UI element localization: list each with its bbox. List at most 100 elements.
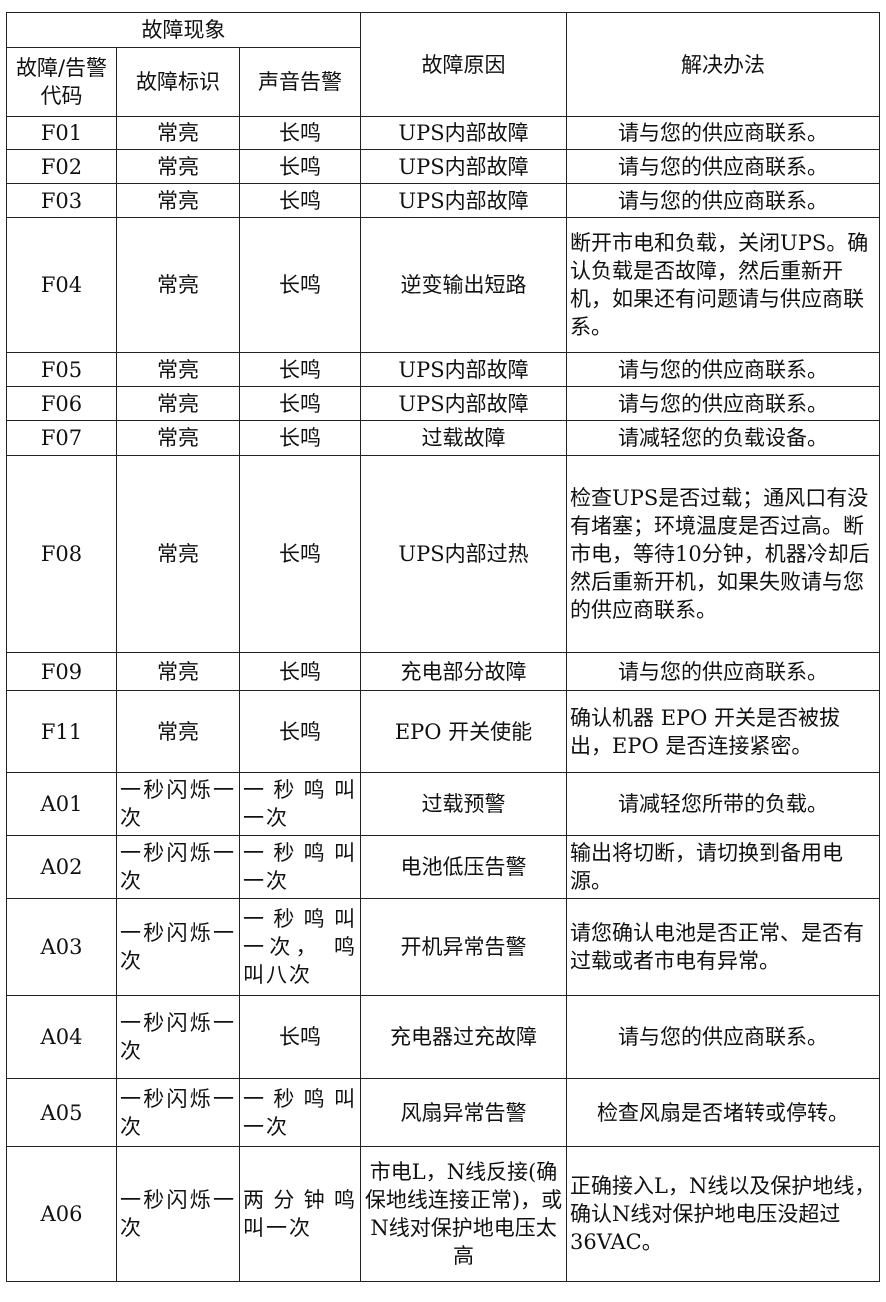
code-cell: F08 — [6, 455, 117, 653]
table-row: F08 常亮 长鸣 UPS内部过热 检查UPS是否过载；通风口有没有堵塞；环境温度是否过… — [6, 455, 881, 653]
fault-code-table: 故障现象 故障原因 解决办法 故障/告警代码 故障标识 声音告警 F01 常亮 长鸣… — [5, 12, 881, 1282]
solution-cell: 请与您的供应商联系。 — [566, 652, 881, 691]
table-row: F04 常亮 长鸣 逆变输出短路 断开市电和负载，关闭UPS。确认负载是否故障，然后重新… — [6, 217, 881, 353]
code-cell: F11 — [6, 690, 117, 773]
solution-cell: 检查UPS是否过载；通风口有没有堵塞；环境温度是否过高。断市电，等待10分钟，机… — [566, 455, 881, 653]
indicator-cell: 一秒闪烁一次 — [116, 1078, 240, 1147]
sound-cell: 长鸣 — [238, 690, 362, 773]
sound-cell: 一秒鸣叫一次， 鸣叫八次 — [238, 898, 362, 996]
code-cell: F07 — [6, 420, 117, 456]
cause-cell: 充电部分故障 — [360, 652, 568, 691]
code-cell: A05 — [6, 1078, 117, 1147]
sound-cell: 长鸣 — [238, 652, 362, 691]
sound-cell: 一秒鸣叫一次 — [238, 1078, 362, 1147]
header-code: 故障/告警代码 — [6, 47, 117, 117]
code-cell: F09 — [6, 652, 117, 691]
cause-cell: 过载预警 — [360, 772, 568, 836]
cause-cell: 过载故障 — [360, 420, 568, 456]
table-row: A04 一秒闪烁一次 长鸣 充电器过充故障 请与您的供应商联系。 — [6, 995, 881, 1079]
table-row: F05 常亮 长鸣 UPS内部故障 请与您的供应商联系。 — [6, 352, 881, 387]
header-sound: 声音告警 — [238, 47, 362, 117]
indicator-cell: 常亮 — [116, 352, 240, 387]
solution-cell: 请与您的供应商联系。 — [566, 352, 881, 387]
code-cell: A04 — [6, 995, 117, 1079]
cause-cell: UPS内部故障 — [360, 183, 568, 218]
indicator-cell: 常亮 — [116, 386, 240, 421]
indicator-cell: 常亮 — [116, 149, 240, 184]
code-cell: F06 — [6, 386, 117, 421]
code-cell: A01 — [6, 772, 117, 836]
solution-cell: 请与您的供应商联系。 — [566, 183, 881, 218]
code-cell: F04 — [6, 217, 117, 353]
solution-cell: 请与您的供应商联系。 — [566, 995, 881, 1079]
header-indicator: 故障标识 — [116, 47, 240, 117]
indicator-cell: 一秒闪烁一次 — [116, 772, 240, 836]
cause-cell: EPO 开关使能 — [360, 690, 568, 773]
sound-cell: 长鸣 — [238, 352, 362, 387]
indicator-cell: 常亮 — [116, 420, 240, 456]
table-row: A06 一秒闪烁一次 两分钟鸣叫一次 市电L，N线反接(确保地线连接正常)，或N线对保… — [6, 1146, 881, 1282]
sound-cell: 长鸣 — [238, 386, 362, 421]
solution-cell: 确认机器 EPO 开关是否被拔出，EPO 是否连接紧密。 — [566, 690, 881, 773]
solution-cell: 请与您的供应商联系。 — [566, 116, 881, 150]
indicator-cell: 常亮 — [116, 652, 240, 691]
table-row: A05 一秒闪烁一次 一秒鸣叫一次 风扇异常告警 检查风扇是否堵转或停转。 — [6, 1078, 881, 1147]
solution-cell: 请减轻您所带的负载。 — [566, 772, 881, 836]
cause-cell: 电池低压告警 — [360, 835, 568, 899]
code-cell: A06 — [6, 1146, 117, 1282]
table-row: F11 常亮 长鸣 EPO 开关使能 确认机器 EPO 开关是否被拔出，EPO 是否连接… — [6, 690, 881, 773]
indicator-cell: 常亮 — [116, 217, 240, 353]
cause-cell: 市电L，N线反接(确保地线连接正常)，或N线对保护地电压太高 — [360, 1146, 568, 1282]
table-row: A02 一秒闪烁一次 一秒鸣叫一次 电池低压告警 输出将切断，请切换到备用电源。 — [6, 835, 881, 899]
indicator-cell: 常亮 — [116, 116, 240, 150]
sound-cell: 长鸣 — [238, 455, 362, 653]
sound-cell: 一秒鸣叫一次 — [238, 772, 362, 836]
cause-cell: 逆变输出短路 — [360, 217, 568, 353]
table-row: F09 常亮 长鸣 充电部分故障 请与您的供应商联系。 — [6, 652, 881, 691]
indicator-cell: 一秒闪烁一次 — [116, 835, 240, 899]
table-row: A01 一秒闪烁一次 一秒鸣叫一次 过载预警 请减轻您所带的负载。 — [6, 772, 881, 836]
table-row: A03 一秒闪烁一次 一秒鸣叫一次， 鸣叫八次 开机异常告警 请您确认电池是否正常、是否… — [6, 898, 881, 996]
header-solution: 解决办法 — [566, 12, 881, 117]
cause-cell: UPS内部故障 — [360, 386, 568, 421]
sound-cell: 两分钟鸣叫一次 — [238, 1146, 362, 1282]
cause-cell: UPS内部故障 — [360, 149, 568, 184]
sound-cell: 长鸣 — [238, 420, 362, 456]
table-row: F03 常亮 长鸣 UPS内部故障 请与您的供应商联系。 — [6, 183, 881, 218]
header-fault-phenomenon: 故障现象 — [5, 12, 362, 48]
indicator-cell: 常亮 — [116, 455, 240, 653]
cause-cell: UPS内部故障 — [360, 352, 568, 387]
solution-cell: 断开市电和负载，关闭UPS。确认负载是否故障，然后重新开机，如果还有问题请与供应… — [566, 217, 881, 353]
sound-cell: 长鸣 — [238, 116, 362, 150]
sound-cell: 长鸣 — [238, 183, 362, 218]
table-row: F06 常亮 长鸣 UPS内部故障 请与您的供应商联系。 — [6, 386, 881, 421]
indicator-cell: 一秒闪烁一次 — [116, 898, 240, 996]
indicator-cell: 一秒闪烁一次 — [116, 1146, 240, 1282]
table-body: F01 常亮 长鸣 UPS内部故障 请与您的供应商联系。 F02 常亮 长鸣 UPS内部故障 请与… — [6, 116, 881, 1282]
solution-cell: 检查风扇是否堵转或停转。 — [566, 1078, 881, 1147]
solution-cell: 请减轻您的负载设备。 — [566, 420, 881, 456]
cause-cell: UPS内部故障 — [360, 116, 568, 150]
code-cell: A03 — [6, 898, 117, 996]
table-row: F07 常亮 长鸣 过载故障 请减轻您的负载设备。 — [6, 420, 881, 456]
header-row-1: 故障现象 故障原因 解决办法 — [5, 12, 881, 117]
table-row: F02 常亮 长鸣 UPS内部故障 请与您的供应商联系。 — [6, 149, 881, 184]
solution-cell: 输出将切断，请切换到备用电源。 — [566, 835, 881, 899]
code-cell: F03 — [6, 183, 117, 218]
cause-cell: 充电器过充故障 — [360, 995, 568, 1079]
code-cell: F01 — [6, 116, 117, 150]
indicator-cell: 一秒闪烁一次 — [116, 995, 240, 1079]
table-row: F01 常亮 长鸣 UPS内部故障 请与您的供应商联系。 — [6, 116, 881, 150]
solution-cell: 请与您的供应商联系。 — [566, 386, 881, 421]
cause-cell: 风扇异常告警 — [360, 1078, 568, 1147]
solution-cell: 请您确认电池是否正常、是否有过载或者市电有异常。 — [566, 898, 881, 996]
sound-cell: 长鸣 — [238, 149, 362, 184]
code-cell: F02 — [6, 149, 117, 184]
cause-cell: UPS内部过热 — [360, 455, 568, 653]
solution-cell: 请与您的供应商联系。 — [566, 149, 881, 184]
cause-cell: 开机异常告警 — [360, 898, 568, 996]
indicator-cell: 常亮 — [116, 183, 240, 218]
sound-cell: 长鸣 — [238, 217, 362, 353]
code-cell: F05 — [6, 352, 117, 387]
solution-cell: 正确接入L，N线以及保护地线，确认N线对保护地电压没超过36VAC。 — [566, 1146, 881, 1282]
